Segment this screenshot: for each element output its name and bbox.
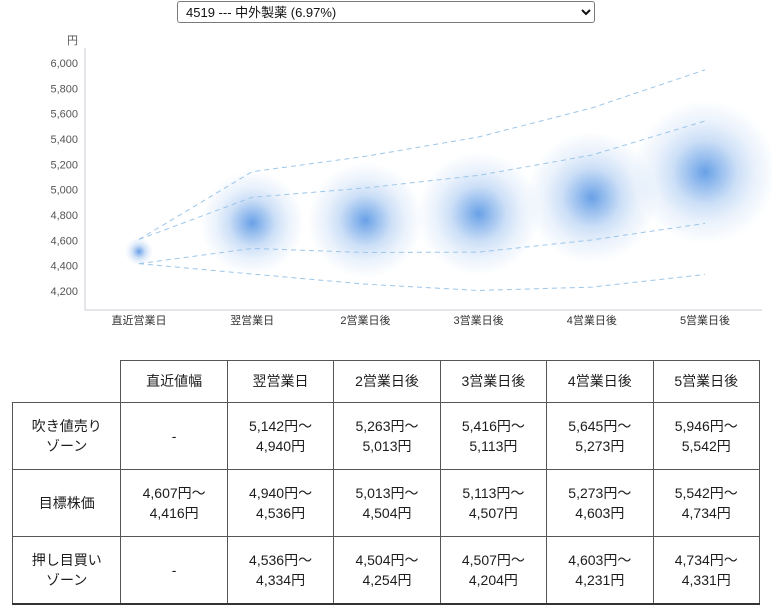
svg-text:4,800: 4,800 (50, 210, 78, 222)
svg-text:4営業日後: 4営業日後 (567, 313, 617, 327)
cell-target-recent: 4,607円〜 4,416円 (120, 469, 228, 537)
svg-text:5,000: 5,000 (50, 185, 78, 197)
fan-line (138, 120, 706, 240)
cell-sell-recent: - (120, 402, 228, 470)
y-axis-ticks: 4,200 4,400 4,600 4,800 5,000 5,200 5,400 5,600… (50, 35, 78, 298)
cell-sell-2-days: 5,263円〜 5,013円 (333, 402, 441, 470)
cell-target-4-days: 5,273円〜 4,603円 (546, 469, 654, 537)
svg-text:4,200: 4,200 (50, 286, 78, 298)
svg-text:翌営業日: 翌営業日 (230, 313, 274, 327)
forecast-chart: 4,200 4,400 4,600 4,800 5,000 5,200 5,400 5,600… (0, 28, 772, 360)
fan-line (138, 69, 706, 240)
svg-text:5,200: 5,200 (50, 159, 78, 171)
corner-cell (12, 360, 122, 403)
cell-target-next-day: 4,940円〜 4,536円 (226, 469, 335, 537)
col-header-recent-range: 直近値幅 (120, 360, 228, 403)
cell-buy-3-days: 4,507円〜 4,204円 (439, 536, 548, 605)
svg-text:5,400: 5,400 (50, 134, 78, 146)
cell-target-2-days: 5,013円〜 4,504円 (333, 469, 441, 537)
cell-buy-2-days: 4,504円〜 4,254円 (333, 536, 441, 605)
col-header-4-days: 4営業日後 (546, 360, 654, 403)
svg-text:円: 円 (67, 35, 78, 47)
col-header-3-days: 3営業日後 (439, 360, 548, 403)
table-row-buy-zone: 押し目買い ゾーン - 4,536円〜 4,334円 4,504円〜 4,254… (11, 536, 761, 605)
stock-select[interactable]: 4519 --- 中外製薬 (6.97%) (177, 1, 595, 23)
forecast-chart-svg: 4,200 4,400 4,600 4,800 5,000 5,200 5,400 5,600… (50, 35, 772, 327)
cell-buy-5-days: 4,734円〜 4,331円 (652, 536, 761, 605)
cell-buy-next-day: 4,536円〜 4,334円 (226, 536, 335, 605)
row-label-sell-zone: 吹き値売り ゾーン (11, 402, 122, 470)
col-header-next-day: 翌営業日 (226, 360, 335, 403)
fan-line (138, 263, 706, 291)
row-label-buy-zone: 押し目買い ゾーン (11, 536, 122, 605)
table-header-row: 直近値幅 翌営業日 2営業日後 3営業日後 4営業日後 5営業日後 (12, 360, 761, 403)
svg-text:6,000: 6,000 (50, 58, 78, 70)
cell-target-5-days: 5,542円〜 4,734円 (652, 469, 761, 537)
chart-axes (84, 48, 762, 311)
svg-text:2営業日後: 2営業日後 (340, 313, 390, 327)
col-header-2-days: 2営業日後 (333, 360, 441, 403)
x-axis-labels: 直近営業日 翌営業日 2営業日後 3営業日後 4営業日後 5営業日後 (112, 313, 731, 327)
svg-text:3営業日後: 3営業日後 (454, 313, 504, 327)
cell-sell-4-days: 5,645円〜 5,273円 (546, 402, 654, 470)
svg-text:5,600: 5,600 (50, 109, 78, 121)
forecast-table: 直近値幅 翌営業日 2営業日後 3営業日後 4営業日後 5営業日後 吹き値売り … (11, 360, 761, 605)
svg-text:5,800: 5,800 (50, 83, 78, 95)
cell-sell-3-days: 5,416円〜 5,113円 (439, 402, 548, 470)
cell-buy-recent: - (120, 536, 228, 605)
cell-buy-4-days: 4,603円〜 4,231円 (546, 536, 654, 605)
stock-select-row: 4519 --- 中外製薬 (6.97%) (0, 1, 772, 23)
svg-text:4,400: 4,400 (50, 261, 78, 273)
forecast-bubbles (125, 100, 772, 279)
table-row-target-price: 目標株価 4,607円〜 4,416円 4,940円〜 4,536円 5,013… (11, 469, 761, 537)
svg-text:直近営業日: 直近営業日 (112, 313, 167, 327)
table-row-sell-zone: 吹き値売り ゾーン - 5,142円〜 4,940円 5,263円〜 5,013… (11, 402, 761, 470)
fan-boundary-lines (138, 69, 706, 291)
svg-text:5営業日後: 5営業日後 (680, 313, 730, 327)
col-header-5-days: 5営業日後 (652, 360, 761, 403)
svg-text:4,600: 4,600 (50, 235, 78, 247)
row-label-target-price: 目標株価 (11, 469, 122, 537)
cell-sell-5-days: 5,946円〜 5,542円 (652, 402, 761, 470)
cell-sell-next-day: 5,142円〜 4,940円 (226, 402, 335, 470)
cell-target-3-days: 5,113円〜 4,507円 (439, 469, 548, 537)
